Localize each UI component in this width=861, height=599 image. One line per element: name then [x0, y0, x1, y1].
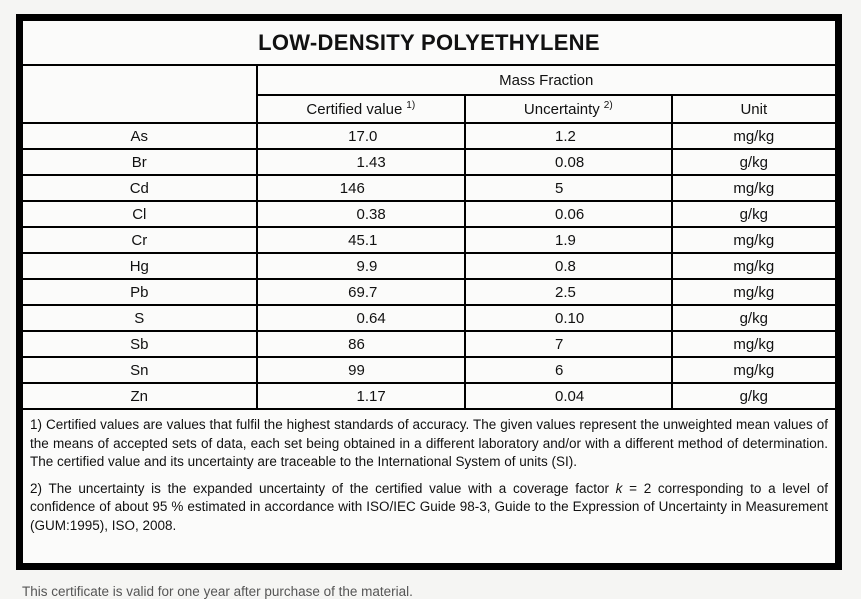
- element-cell: Cr: [21, 226, 258, 254]
- table-row: S 0.64 0.10 g/kg: [21, 304, 838, 332]
- certified-value-cell: 0.38: [255, 200, 467, 228]
- element-cell: Pb: [21, 278, 258, 306]
- certified-value-cell: 17.0: [255, 122, 467, 150]
- element-cell: Zn: [21, 382, 258, 410]
- element-cell: Cd: [21, 174, 258, 202]
- column-header-unit: Unit: [670, 94, 838, 124]
- group-header-row: Mass Fraction: [21, 64, 838, 124]
- table-row: As 17.0 1.2 mg/kg: [21, 122, 838, 150]
- title-row: LOW-DENSITY POLYETHYLENE: [21, 19, 837, 66]
- table-row: Sn 99 6 mg/kg: [21, 356, 838, 384]
- certified-value-cell: 99: [255, 356, 467, 384]
- footnote-1: 1) Certified values are values that fulf…: [30, 417, 828, 469]
- mass-fraction-table: LOW-DENSITY POLYETHYLENE Mass Fraction C…: [21, 19, 838, 565]
- certified-value-cell: 69.7: [255, 278, 467, 306]
- element-cell: Br: [21, 148, 258, 176]
- unit-cell: mg/kg: [670, 122, 838, 150]
- unit-cell: g/kg: [670, 304, 838, 332]
- certificate-table-panel: LOW-DENSITY POLYETHYLENE Mass Fraction C…: [16, 14, 842, 570]
- uncertainty-cell: 7: [464, 330, 673, 358]
- uncertainty-cell: 0.10: [464, 304, 673, 332]
- uncertainty-cell: 5: [464, 174, 673, 202]
- element-cell: As: [21, 122, 258, 150]
- certified-value-cell: 1.43: [255, 148, 467, 176]
- column-header-row: Certified value 1) Uncertainty 2) Unit: [22, 94, 838, 124]
- unit-cell: g/kg: [670, 200, 838, 228]
- element-cell: Cl: [21, 200, 258, 228]
- unit-cell: mg/kg: [670, 356, 838, 384]
- page-title: LOW-DENSITY POLYETHYLENE: [21, 19, 837, 66]
- footnote-2: 2) The uncertainty is the expanded uncer…: [30, 480, 828, 533]
- unit-cell: g/kg: [670, 148, 838, 176]
- column-header-certified-value: Certified value 1): [255, 94, 467, 124]
- uncertainty-cell: 0.04: [464, 382, 673, 410]
- certified-value-cell: 146: [255, 174, 467, 202]
- certified-value-cell: 86: [255, 330, 467, 358]
- unit-cell: g/kg: [670, 382, 838, 410]
- certified-value-cell: 1.17: [255, 382, 467, 410]
- table-row: Cr 45.1 1.9 mg/kg: [21, 226, 838, 254]
- element-cell: S: [21, 304, 258, 332]
- group-header-mass-fraction: Mass Fraction: [255, 64, 838, 96]
- element-column-header-empty: [21, 64, 258, 124]
- element-cell: Hg: [21, 252, 258, 280]
- element-cell: Sn: [21, 356, 258, 384]
- coverage-factor-k: k: [615, 480, 623, 496]
- table-row: Br 1.43 0.08 g/kg: [21, 148, 838, 176]
- certified-value-cell: 0.64: [255, 304, 467, 332]
- unit-cell: mg/kg: [670, 252, 838, 280]
- unit-cell: mg/kg: [670, 174, 838, 202]
- uncertainty-cell: 1.9: [464, 226, 673, 254]
- table-row: Sb 86 7 mg/kg: [21, 330, 838, 358]
- uncertainty-cell: 1.2: [464, 122, 673, 150]
- unit-cell: mg/kg: [670, 226, 838, 254]
- uncertainty-cell: 2.5: [464, 278, 673, 306]
- table-row: Pb 69.7 2.5 mg/kg: [21, 278, 838, 306]
- table-row: Zn 1.17 0.04 g/kg: [21, 382, 838, 410]
- footnote-ref-2: 2): [603, 99, 613, 111]
- uncertainty-cell: 0.06: [464, 200, 673, 228]
- uncertainty-cell: 0.8: [464, 252, 673, 280]
- uncertainty-cell: 6: [464, 356, 673, 384]
- unit-cell: mg/kg: [670, 330, 838, 358]
- column-header-uncertainty: Uncertainty 2): [464, 94, 673, 124]
- element-cell: Sb: [21, 330, 258, 358]
- table-row: Cl 0.38 0.06 g/kg: [21, 200, 838, 228]
- table-row: Cd 146 5 mg/kg: [21, 174, 838, 202]
- footnotes-row: 1) Certified values are values that fulf…: [21, 408, 837, 565]
- uncertainty-cell: 0.08: [464, 148, 673, 176]
- certified-value-cell: 9.9: [255, 252, 467, 280]
- certified-value-cell: 45.1: [255, 226, 467, 254]
- footnote-ref-1: 1): [406, 99, 416, 111]
- footnotes-cell: 1) Certified values are values that fulf…: [21, 408, 837, 565]
- table-row: Hg 9.9 0.8 mg/kg: [21, 252, 838, 280]
- unit-cell: mg/kg: [670, 278, 838, 306]
